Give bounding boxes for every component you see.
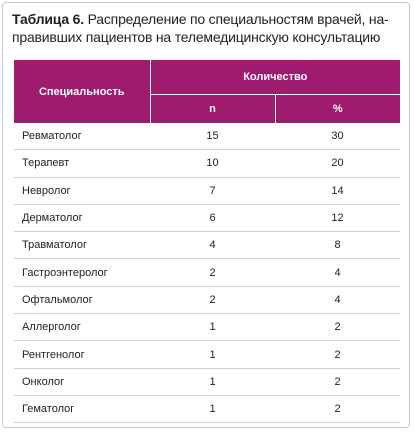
count-cell: 15 <box>150 123 275 151</box>
table-row: Аллерголог 1 2 <box>14 313 401 342</box>
caption-text: Распределение по специальностям врачей, … <box>87 11 389 27</box>
table-row: Невролог 7 14 <box>14 177 401 205</box>
percent-cell: 30 <box>275 123 401 151</box>
header-row: Специальность Количество <box>14 60 401 123</box>
caption: Таблица 6. Распределение по специальност… <box>12 10 404 46</box>
table-row: Офтальмолог 2 4 <box>14 286 401 315</box>
percent-cell: 2 <box>275 395 401 424</box>
table-row: Рентгенолог 1 2 <box>14 340 401 369</box>
specialty-cell: Травматолог <box>14 231 150 260</box>
specialty-cell: Рентгенолог <box>14 340 150 369</box>
table-row: Травматолог 4 8 <box>14 231 401 260</box>
table-row: Гастроэнтеролог 2 4 <box>14 258 401 287</box>
specialty-cell: Терапевт <box>14 149 150 178</box>
header-cell: Специальность <box>14 60 150 123</box>
table-row: Терапевт 10 20 <box>14 149 401 178</box>
percent-cell: 8 <box>275 231 401 260</box>
count-cell: 1 <box>150 368 275 396</box>
specialty-cell: Онколог <box>14 368 150 396</box>
count-cell: 10 <box>150 149 275 178</box>
percent-cell: 20 <box>275 149 401 178</box>
specialty-cell: Аллерголог <box>14 313 150 342</box>
specialty-cell: Ревматолог <box>14 123 150 151</box>
count-cell: 6 <box>150 204 275 233</box>
count-cell: 2 <box>150 258 275 287</box>
specialty-cell: Гастроэнтеролог <box>14 258 150 287</box>
header-cell: n <box>149 94 275 123</box>
count-cell: 1 <box>150 313 275 342</box>
specialty-cell: Дерматолог <box>14 204 150 233</box>
percent-cell: 2 <box>275 340 401 369</box>
percent-cell: 14 <box>275 177 401 205</box>
table-row: Дерматолог 6 12 <box>14 204 401 233</box>
caption-text: правивших пациентов на телемедицинскую к… <box>12 29 381 45</box>
specialty-cell: Невролог <box>14 177 150 205</box>
count-cell: 7 <box>150 177 275 205</box>
specialty-cell: Офтальмолог <box>14 286 150 315</box>
table: Специальность Количество n % Ревматолог 1… <box>14 60 401 424</box>
header-cell: % <box>274 94 401 123</box>
header-row: n % <box>14 94 401 123</box>
count-cell: 1 <box>150 340 275 369</box>
percent-cell: 4 <box>275 286 401 315</box>
count-cell: 4 <box>150 231 275 260</box>
count-cell: 1 <box>150 395 275 424</box>
frame <box>2 2 410 428</box>
table-row: Ревматолог 15 30 <box>14 123 401 151</box>
caption-line: Таблица 6. Распределение по специальност… <box>12 10 404 28</box>
table-body: Ревматолог 15 30 Терапевт 10 20 Невролог 7 14 Дер… <box>14 123 401 424</box>
specialty-cell: Гематолог <box>14 395 150 424</box>
table-row: Гематолог 1 2 <box>14 395 401 424</box>
percent-cell: 2 <box>275 313 401 342</box>
table-header: Специальность Количество n % <box>14 60 401 123</box>
count-cell: 2 <box>150 286 275 315</box>
percent-cell: 12 <box>275 204 401 233</box>
table-row: Онколог 1 2 <box>14 368 401 396</box>
percent-cell: 4 <box>275 258 401 287</box>
percent-cell: 2 <box>275 368 401 396</box>
caption-label: Таблица 6. <box>12 11 84 27</box>
header-cell: Количество <box>149 60 401 95</box>
